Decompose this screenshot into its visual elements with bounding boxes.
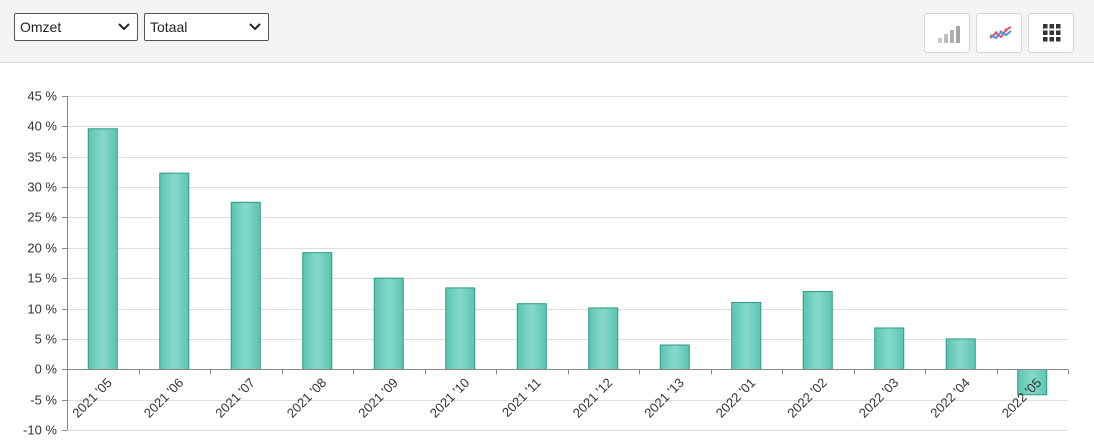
y-tick-label: 35 % bbox=[27, 150, 57, 165]
y-tick-label: 5 % bbox=[35, 332, 58, 347]
grid-lines bbox=[67, 96, 1068, 431]
bar bbox=[659, 344, 690, 370]
scope-select-value: Totaal bbox=[150, 19, 188, 35]
metric-select-value: Omzet bbox=[20, 19, 62, 35]
x-tick-label: 2022 '04 bbox=[927, 375, 973, 421]
y-tick-label: 20 % bbox=[27, 241, 57, 256]
x-tick-label: 2021 '09 bbox=[355, 375, 401, 421]
bar bbox=[731, 301, 762, 371]
bar-chart: 45 % 40 % 35 % 30 % 25 % 20 % 15 % 10 % 5 % 0 % -5… bbox=[23, 89, 1069, 438]
bar bbox=[373, 277, 404, 371]
bar bbox=[802, 291, 833, 371]
chevron-down-icon bbox=[118, 23, 130, 31]
metric-select[interactable]: Omzet bbox=[14, 13, 138, 41]
line-chart-button[interactable] bbox=[976, 13, 1022, 53]
y-tick-label: 15 % bbox=[27, 271, 57, 286]
bar bbox=[302, 252, 333, 370]
y-axis: 45 % 40 % 35 % 30 % 25 % 20 % 15 % 10 % 5 % 0 % -5… bbox=[23, 89, 68, 438]
y-tick-label: 10 % bbox=[27, 302, 57, 317]
bar bbox=[945, 338, 976, 370]
x-tick-label: 2021 '05 bbox=[69, 375, 115, 421]
x-tick-label: 2021 '07 bbox=[212, 375, 258, 421]
x-tick-label: 2021 '12 bbox=[570, 375, 616, 421]
scope-select[interactable]: Totaal bbox=[144, 13, 269, 41]
bar bbox=[516, 303, 547, 370]
bar bbox=[87, 128, 118, 370]
x-tick-label: 2021 '13 bbox=[641, 375, 687, 421]
x-tick-label: 2021 '06 bbox=[141, 375, 187, 421]
bar-chart-button[interactable] bbox=[924, 13, 970, 53]
x-tick-label: 2022 '01 bbox=[713, 375, 759, 421]
bars bbox=[87, 128, 1048, 396]
y-tick-label: 0 % bbox=[35, 362, 58, 377]
line-chart-icon bbox=[989, 26, 1012, 40]
x-tick-label: 2022 '03 bbox=[856, 375, 902, 421]
x-tick-label: 2021 '11 bbox=[499, 375, 544, 420]
grid-icon bbox=[1043, 24, 1061, 42]
y-tick-label: 25 % bbox=[27, 210, 57, 225]
bar bbox=[230, 201, 261, 370]
bar bbox=[159, 172, 190, 370]
y-tick-label: -5 % bbox=[30, 393, 57, 408]
chevron-down-icon bbox=[249, 23, 261, 31]
x-tick-label: 2021 '08 bbox=[284, 375, 330, 421]
x-tick-label: 2022 '02 bbox=[784, 375, 830, 421]
x-axis: 2021 '05 2021 '06 2021 '07 2021 '08 2021 '09… bbox=[67, 369, 1069, 421]
x-tick-label: 2021 '10 bbox=[427, 375, 473, 421]
y-tick-label: 30 % bbox=[27, 180, 57, 195]
bar bbox=[874, 327, 905, 370]
bar-chart-icon bbox=[938, 26, 960, 43]
y-tick-label: -10 % bbox=[23, 423, 57, 438]
y-tick-label: 40 % bbox=[27, 119, 57, 134]
chart-toolbar: Omzet Totaal bbox=[0, 0, 1094, 63]
bar bbox=[445, 287, 476, 370]
bar bbox=[588, 307, 619, 371]
y-tick-label: 45 % bbox=[27, 89, 57, 104]
table-view-button[interactable] bbox=[1028, 13, 1074, 53]
